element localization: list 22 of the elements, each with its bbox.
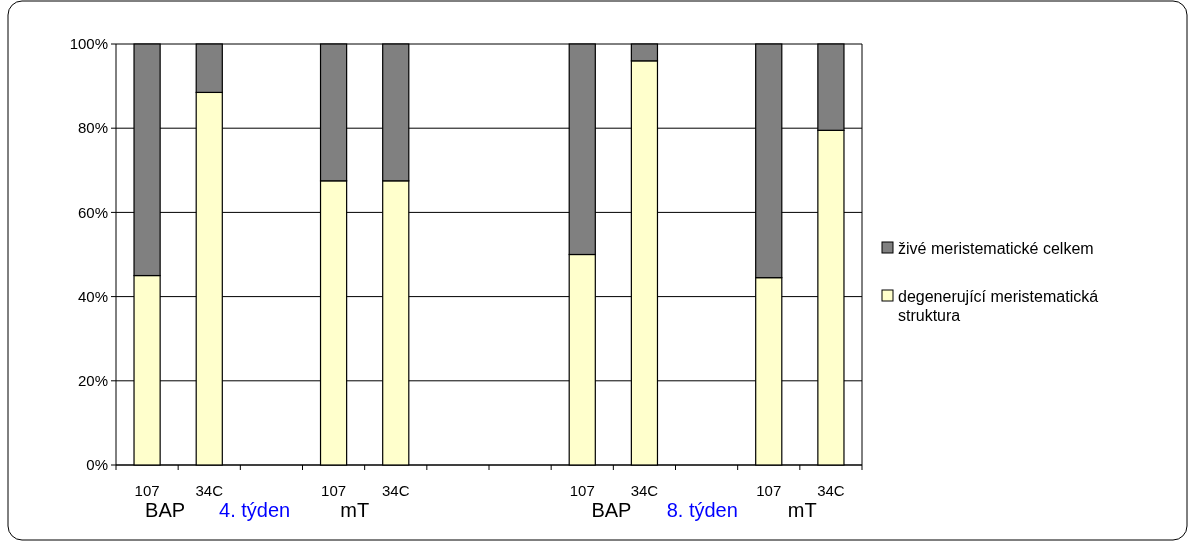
x-tick-label: 34C <box>817 482 845 499</box>
legend-label: živé meristematické celkem <box>898 239 1094 257</box>
text: 8. týden <box>666 499 738 521</box>
x-tick-label: 34C <box>195 482 224 499</box>
y-tick-label: 0% <box>86 456 108 474</box>
y-tick-label: 60% <box>77 203 108 221</box>
text: BAP <box>591 499 632 521</box>
y-tick-label: 100% <box>69 35 108 53</box>
text: mT <box>340 499 370 521</box>
x-tick-label: 107 <box>756 482 782 499</box>
y-tick-label: 40% <box>77 287 108 305</box>
text: mT <box>787 499 817 521</box>
y-tick-label: 20% <box>77 372 108 390</box>
x-tick-label: 107 <box>134 482 160 499</box>
text: 4. týden <box>219 499 291 521</box>
legend-label: degenerující meristematická struktura <box>898 287 1099 324</box>
x-tick-label: 34C <box>630 482 659 499</box>
x-tick-label: 34C <box>381 482 410 499</box>
text: BAP <box>145 499 186 521</box>
x-tick-label: 107 <box>321 482 347 499</box>
y-tick-label: 80% <box>77 119 108 137</box>
x-tick-label: 107 <box>569 482 595 499</box>
